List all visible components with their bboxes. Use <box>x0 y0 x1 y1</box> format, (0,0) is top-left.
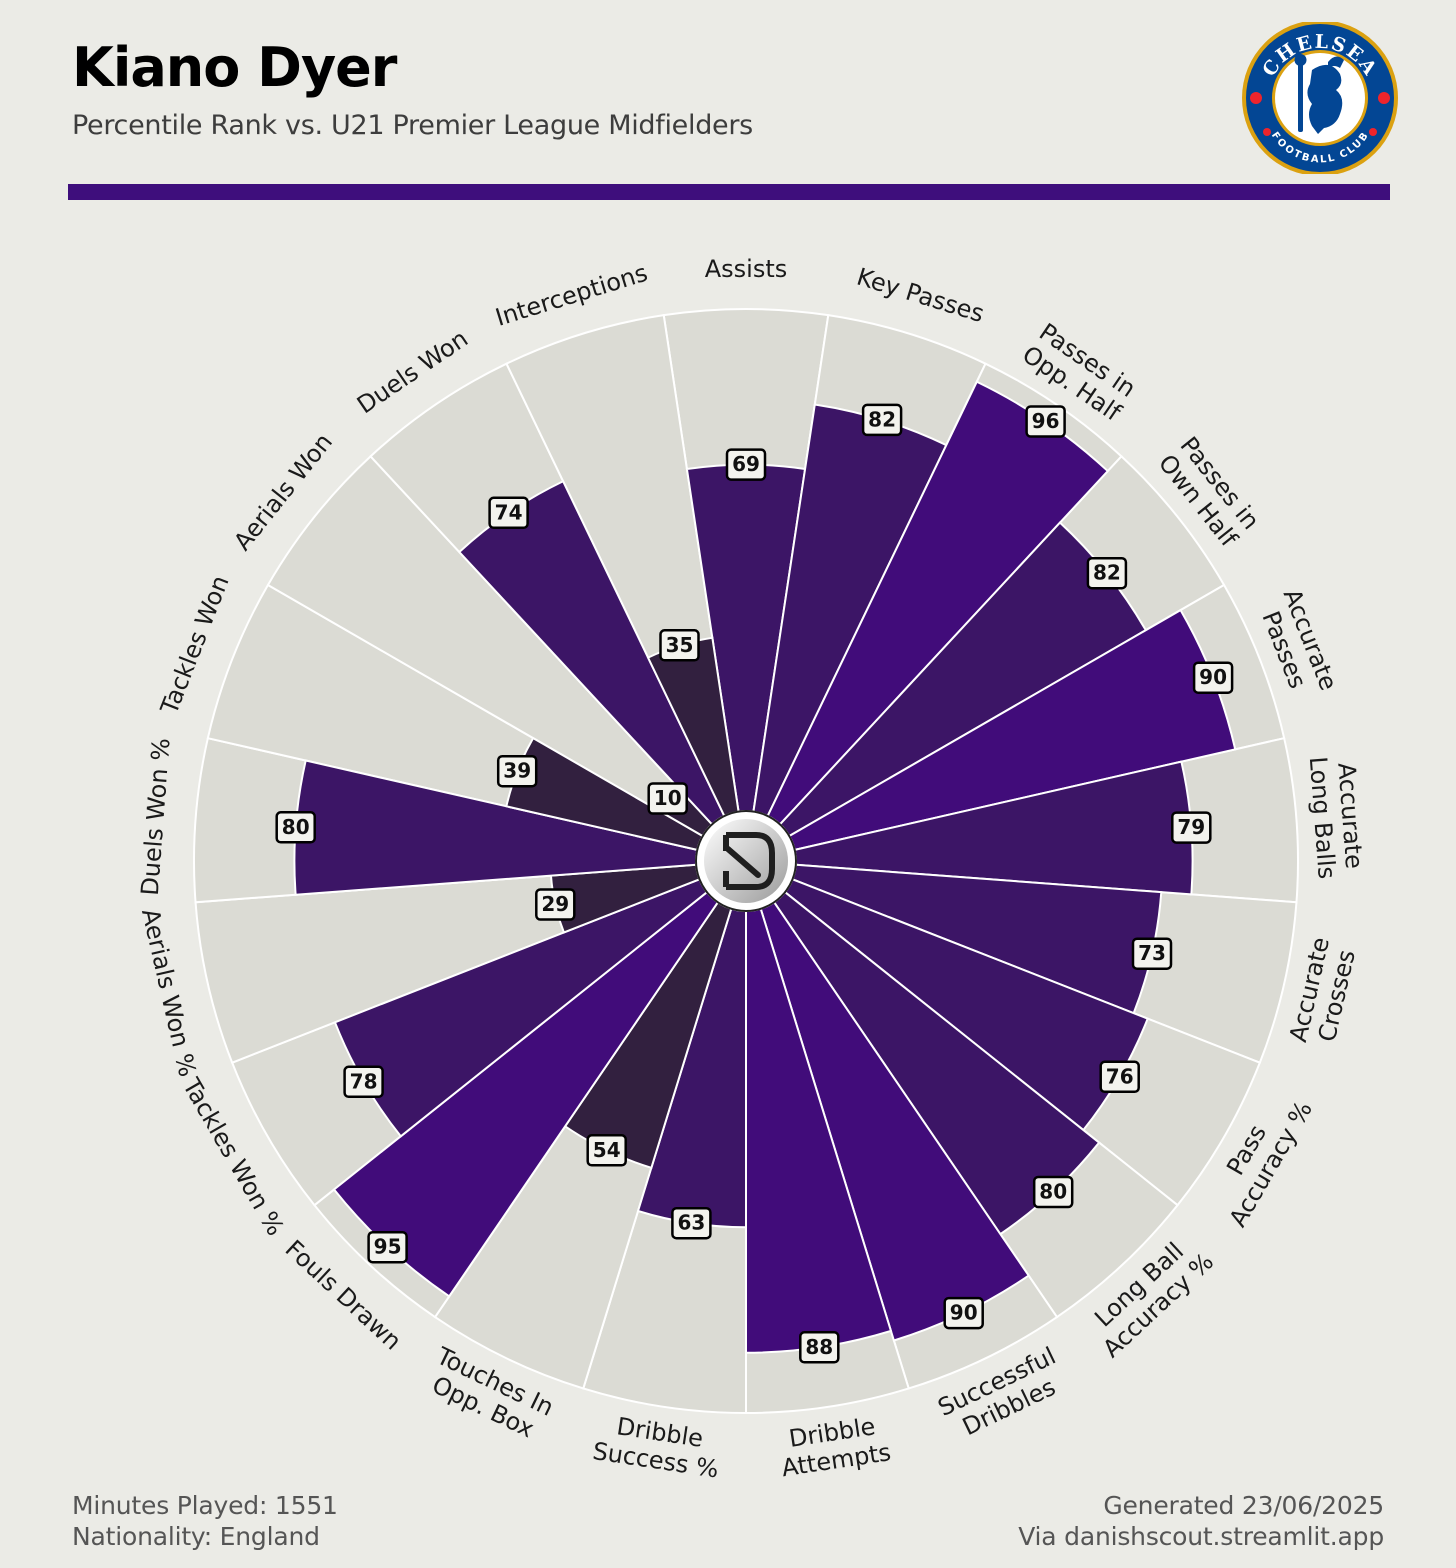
svg-text:80: 80 <box>1039 1180 1067 1204</box>
svg-text:54: 54 <box>593 1138 621 1162</box>
category-label-accurate-crosses: AccurateCrosses <box>1284 935 1362 1051</box>
category-label-accurate-long-balls: AccurateLong Balls <box>1304 754 1369 881</box>
category-label-interceptions: Interceptions <box>492 259 651 332</box>
value-label-aerials-won: 29 <box>535 888 576 921</box>
svg-text:10: 10 <box>654 786 682 810</box>
value-label-aerials-won: 10 <box>647 782 688 815</box>
value-label-accurate-passes: 90 <box>1192 661 1234 694</box>
value-label-tackles-won: 78 <box>343 1065 384 1099</box>
svg-text:39: 39 <box>503 759 531 783</box>
source-link[interactable]: Via danishscout.streamlit.app <box>1018 1522 1384 1551</box>
value-label-duels-won: 74 <box>488 496 529 530</box>
header-divider <box>68 184 1390 200</box>
svg-text:82: 82 <box>1093 561 1121 585</box>
club-crest-icon: CHELSEA FOOTBALL CLUB <box>1242 22 1398 174</box>
generated-date: Generated 23/06/2025 <box>1103 1491 1384 1520</box>
value-label-accurate-long-balls: 79 <box>1171 811 1212 844</box>
value-label-key-passes: 82 <box>861 403 903 437</box>
value-label-touches-in-opp-box: 54 <box>586 1134 627 1167</box>
svg-text:96: 96 <box>1032 409 1060 433</box>
value-label-successful-dribbles: 90 <box>943 1296 984 1330</box>
value-label-interceptions: 35 <box>659 629 700 662</box>
svg-text:90: 90 <box>950 1301 978 1325</box>
category-label-key-passes: Key Passes <box>854 263 988 329</box>
svg-text:29: 29 <box>541 892 569 916</box>
svg-text:35: 35 <box>666 633 694 657</box>
category-label-dribble-success: DribbleSuccess % <box>591 1409 725 1483</box>
value-label-tackles-won: 39 <box>496 754 538 788</box>
bars <box>293 380 1237 1354</box>
category-label-assists: Assists <box>705 255 788 283</box>
chart-subtitle: Percentile Rank vs. U21 Premier League M… <box>72 110 753 141</box>
value-label-long-ball-accuracy: 80 <box>1032 1175 1074 1209</box>
value-label-dribble-attempts: 88 <box>799 1331 840 1364</box>
value-label-passes-in-opp-half: 96 <box>1025 405 1066 438</box>
svg-text:69: 69 <box>732 452 760 476</box>
svg-text:78: 78 <box>350 1069 378 1093</box>
svg-text:74: 74 <box>495 500 523 524</box>
svg-text:73: 73 <box>1138 941 1166 965</box>
category-label-duels-won: Duels Won % <box>136 737 176 897</box>
nationality: Nationality: England <box>72 1522 320 1551</box>
svg-text:79: 79 <box>1177 815 1205 839</box>
svg-text:82: 82 <box>868 407 896 431</box>
value-label-accurate-crosses: 73 <box>1131 937 1173 970</box>
minutes-played: Minutes Played: 1551 <box>72 1491 338 1520</box>
svg-text:63: 63 <box>677 1211 705 1235</box>
value-label-dribble-success: 63 <box>671 1206 712 1240</box>
category-label-dribble-attempts: DribbleAttempts <box>776 1411 893 1483</box>
chart-title: Kiano Dyer <box>72 36 397 99</box>
value-label-duels-won: 80 <box>275 811 316 844</box>
value-label-pass-accuracy: 76 <box>1099 1060 1140 1094</box>
svg-text:76: 76 <box>1106 1064 1134 1088</box>
svg-text:95: 95 <box>374 1235 402 1259</box>
svg-text:88: 88 <box>805 1335 833 1359</box>
value-label-passes-in-own-half: 82 <box>1086 556 1128 590</box>
svg-text:80: 80 <box>282 815 310 839</box>
value-label-assists: 69 <box>725 448 767 481</box>
svg-text:90: 90 <box>1199 665 1227 689</box>
value-labels: 69 82 96 82 90 79 73 76 80 90 88 63 54 95 78 29 80 39 10 74… <box>275 403 1234 1364</box>
value-label-fouls-drawn: 95 <box>367 1230 408 1264</box>
center-logo-icon <box>695 810 797 912</box>
category-label-aerials-won: Aerials Won % <box>136 906 201 1079</box>
